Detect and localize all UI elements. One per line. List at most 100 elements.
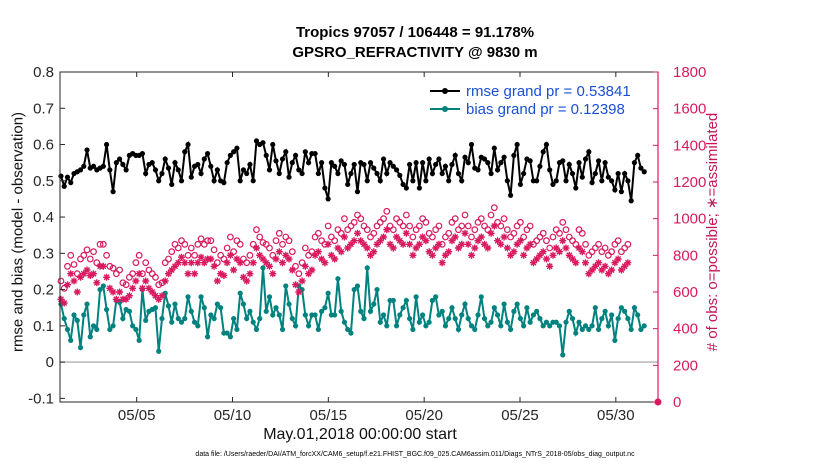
data-point — [198, 294, 204, 300]
data-point-possible — [249, 240, 257, 248]
data-point — [367, 160, 374, 166]
data-point-assimilated — [93, 279, 101, 287]
data-point-possible — [116, 266, 124, 274]
asterisk-mark — [406, 240, 414, 248]
data-point-assimilated — [585, 270, 593, 278]
x-tick-label: 05/05 — [118, 407, 156, 424]
data-point-assimilated — [295, 288, 303, 296]
data-point-possible — [60, 284, 68, 292]
data-point-assimilated — [125, 292, 133, 300]
data-point-assimilated — [500, 233, 508, 241]
data-point-possible — [370, 229, 378, 237]
asterisk-mark — [220, 272, 228, 279]
data-point — [237, 290, 243, 296]
data-point-assimilated — [562, 244, 570, 252]
data-point-possible — [308, 248, 316, 256]
chart-subtitle: GPSRO_REFRACTIVITY @ 9830 m — [292, 44, 538, 61]
data-point — [449, 305, 455, 311]
data-point — [165, 303, 172, 309]
asterisk-mark — [314, 248, 322, 256]
data-point-assimilated — [383, 226, 391, 234]
asterisk-mark — [471, 244, 479, 252]
data-point-possible — [288, 248, 296, 256]
data-point-assimilated — [138, 284, 146, 292]
asterisk-mark — [207, 255, 215, 263]
asterisk-mark — [243, 277, 251, 285]
asterisk-mark — [275, 248, 283, 256]
data-point-possible — [266, 244, 273, 252]
asterisk-mark — [552, 244, 560, 252]
asterisk-mark — [279, 259, 286, 267]
data-point — [537, 315, 543, 322]
data-point-assimilated — [412, 244, 420, 252]
data-point-possible — [236, 240, 244, 248]
data-point — [332, 312, 338, 318]
data-point — [426, 319, 432, 325]
asterisk-mark — [239, 273, 247, 281]
data-point — [270, 141, 276, 148]
data-point — [58, 173, 64, 179]
data-point-possible — [520, 233, 528, 241]
data-point — [380, 312, 387, 318]
data-point-possible — [142, 259, 150, 267]
data-point — [371, 165, 377, 171]
data-point-assimilated — [288, 266, 296, 274]
data-point-assimilated — [308, 266, 316, 274]
asterisk-mark — [624, 259, 632, 267]
data-point — [276, 312, 282, 318]
data-point-possible — [73, 270, 81, 278]
data-point-possible — [168, 248, 176, 256]
data-point-assimilated — [314, 248, 322, 256]
data-point-possible — [380, 215, 387, 223]
data-point — [123, 167, 129, 173]
data-point — [635, 312, 641, 318]
data-point — [143, 170, 149, 177]
data-point-assimilated — [455, 244, 462, 252]
data-point-assimilated — [272, 255, 280, 263]
y2-tick-label: 600 — [673, 284, 698, 301]
data-point — [589, 180, 595, 186]
data-point — [130, 323, 136, 329]
data-point — [292, 152, 299, 159]
data-point-possible — [83, 246, 91, 254]
y-tick-label: 0.4 — [33, 209, 54, 226]
asterisk-mark — [529, 259, 537, 267]
data-point-assimilated — [145, 284, 153, 292]
data-point-assimilated — [285, 255, 293, 263]
data-point — [312, 150, 318, 157]
data-point — [152, 167, 159, 173]
data-point-possible — [435, 222, 443, 230]
data-point — [416, 185, 422, 191]
data-point — [468, 323, 475, 329]
asterisk-mark — [191, 270, 199, 278]
y2-tick-label: 1200 — [673, 174, 706, 191]
data-point-assimilated — [337, 248, 345, 256]
data-point-possible — [468, 233, 475, 241]
data-point — [253, 138, 260, 144]
data-point — [403, 297, 409, 304]
data-point-possible — [624, 240, 632, 248]
data-point — [218, 305, 224, 311]
data-point — [573, 330, 579, 336]
asterisk-mark — [288, 266, 296, 274]
data-point — [77, 345, 84, 351]
data-point — [478, 294, 484, 300]
data-point-possible — [484, 226, 492, 234]
y-tick-label: 0 — [46, 354, 54, 371]
data-point — [348, 330, 354, 336]
asterisk-mark — [305, 270, 313, 278]
data-point — [517, 181, 523, 188]
data-point-possible — [256, 233, 264, 241]
data-point-possible — [383, 207, 391, 215]
data-point-assimilated — [132, 277, 140, 285]
data-point — [397, 172, 403, 178]
data-point — [449, 161, 455, 168]
data-point — [165, 165, 172, 171]
asterisk-mark — [168, 266, 176, 274]
data-point — [641, 323, 647, 329]
data-point-assimilated — [142, 277, 150, 285]
data-point — [605, 174, 611, 180]
y-tick-label: 0.8 — [33, 64, 54, 81]
asterisk-mark — [386, 240, 394, 248]
data-point-possible — [549, 233, 557, 241]
